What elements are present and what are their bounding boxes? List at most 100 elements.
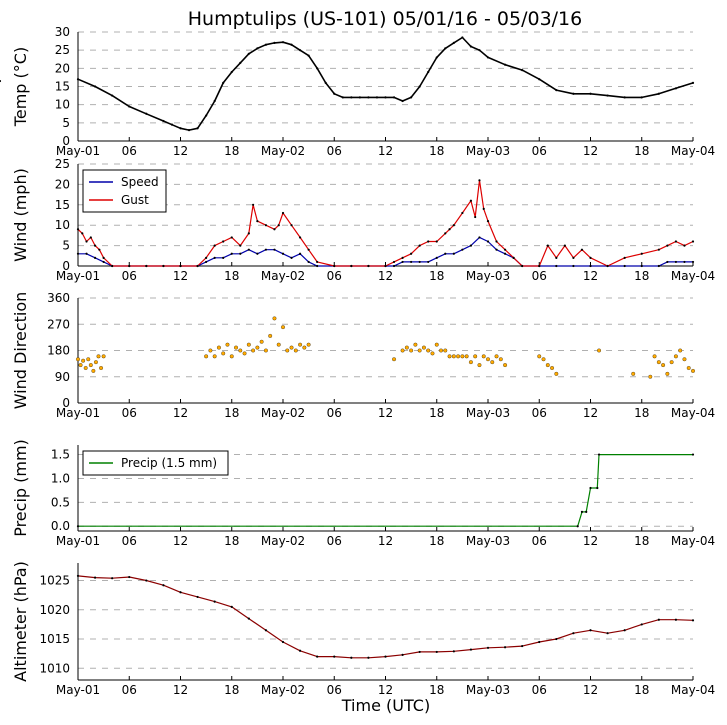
direction-point <box>554 371 559 376</box>
x-tick-label: 06 <box>122 269 137 283</box>
data-point <box>213 600 216 603</box>
x-tick-label: 12 <box>378 269 393 283</box>
y-tick-label: 180 <box>47 344 70 358</box>
y-tick-label: 15 <box>55 80 70 94</box>
data-point <box>298 49 302 52</box>
data-point <box>333 264 336 268</box>
data-point <box>597 453 601 456</box>
data-point <box>247 232 250 235</box>
data-point <box>205 256 208 259</box>
x-tick-label: 06 <box>327 406 342 420</box>
data-point <box>324 81 327 84</box>
data-point <box>316 260 319 264</box>
data-point <box>444 232 447 235</box>
y-tick-label: 1015 <box>39 632 70 646</box>
data-point <box>674 260 678 264</box>
data-point <box>273 248 276 251</box>
direction-point <box>486 357 490 362</box>
y-axis-label: Wind Direction <box>11 292 30 410</box>
y-tick-label: 10 <box>55 98 70 112</box>
data-point <box>367 264 370 268</box>
data-point <box>0 79 2 83</box>
direction-point <box>229 354 234 359</box>
direction-point <box>597 348 601 353</box>
data-point <box>76 574 80 577</box>
direction-point <box>392 357 396 362</box>
x-tick-label: 18 <box>634 269 649 283</box>
x-tick-label: 18 <box>429 534 444 548</box>
x-tick-label: 12 <box>583 144 598 158</box>
data-point <box>162 264 165 268</box>
data-point <box>307 260 310 264</box>
x-tick-label: May-04 <box>671 534 715 548</box>
data-point <box>81 232 84 235</box>
direction-point <box>281 325 285 330</box>
series-line-speed <box>78 236 693 267</box>
data-point <box>298 236 302 239</box>
legend-label: Speed <box>121 175 159 189</box>
direction-point <box>477 363 482 368</box>
x-tick-label: 18 <box>429 269 444 283</box>
x-tick-label: 18 <box>429 144 444 158</box>
data-point <box>179 127 182 130</box>
data-point <box>230 605 233 608</box>
x-tick-label: 18 <box>224 269 239 283</box>
x-tick-label: 12 <box>173 406 188 420</box>
y-tick-label: 1.5 <box>51 448 70 462</box>
data-point <box>111 577 114 580</box>
data-point <box>495 240 498 243</box>
x-tick-label: May-04 <box>671 144 715 158</box>
data-point <box>623 629 626 632</box>
data-point <box>691 619 695 622</box>
data-point <box>503 646 507 649</box>
direction-point <box>678 348 683 353</box>
direction-point <box>550 366 555 370</box>
data-point <box>205 260 208 264</box>
x-tick-label: May-04 <box>671 269 715 283</box>
data-point <box>128 264 131 268</box>
data-point <box>640 252 643 255</box>
x-tick-label: 12 <box>378 406 393 420</box>
data-point <box>281 640 285 644</box>
y-tick-label: 90 <box>55 370 70 384</box>
data-point <box>606 264 609 268</box>
data-point <box>691 260 695 264</box>
panel-wind_direction: 0 90 180 270 360 May-01 06 12 18 May-02 06 12 18 May-… <box>11 291 715 420</box>
direction-point <box>631 371 636 376</box>
data-point <box>205 114 208 117</box>
x-tick-label: May-02 <box>261 406 305 420</box>
data-point <box>572 632 575 635</box>
data-point <box>572 92 575 95</box>
x-tick-label: May-01 <box>56 683 100 697</box>
direction-point <box>83 366 88 370</box>
direction-point <box>76 357 80 362</box>
direction-point <box>221 351 226 356</box>
legend-label: Precip (1.5 mm) <box>121 456 217 470</box>
data-point <box>555 256 558 259</box>
x-tick-label: 18 <box>429 406 444 420</box>
direction-point <box>268 333 273 338</box>
data-point <box>444 252 447 255</box>
data-point <box>179 591 182 594</box>
data-point <box>213 256 216 259</box>
x-tick-label: 06 <box>532 269 547 283</box>
y-tick-label: 20 <box>55 61 70 75</box>
direction-point <box>421 345 426 350</box>
data-point <box>93 576 97 579</box>
y-tick-label: 30 <box>55 25 70 39</box>
legend-box <box>82 169 167 213</box>
data-point <box>452 224 455 227</box>
y-tick-label: 0 <box>62 259 70 273</box>
data-point <box>666 244 669 247</box>
data-point <box>683 260 686 264</box>
data-point <box>316 655 319 658</box>
x-tick-label: May-01 <box>56 534 100 548</box>
data-point <box>521 69 524 72</box>
y-tick-label: 25 <box>55 157 70 171</box>
data-point <box>102 256 105 259</box>
y-axis-label: Temp (°C) <box>11 47 30 127</box>
direction-point <box>537 354 542 359</box>
data-point <box>538 78 541 81</box>
data-point <box>418 244 421 247</box>
data-point <box>418 650 421 654</box>
